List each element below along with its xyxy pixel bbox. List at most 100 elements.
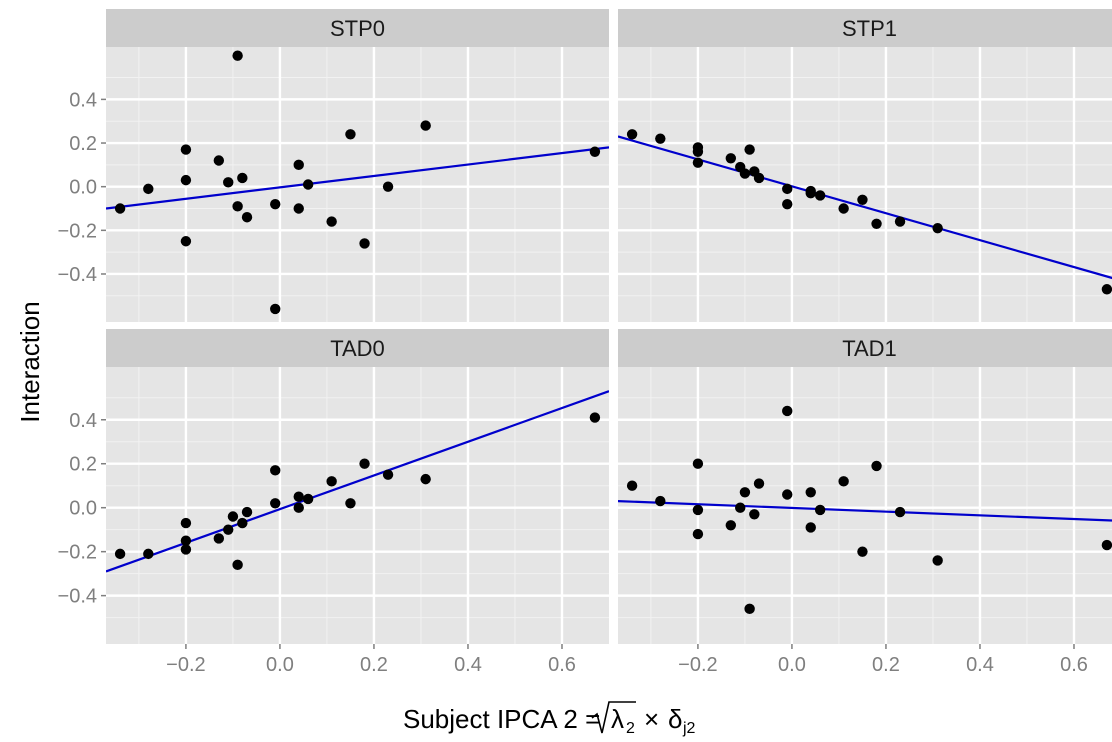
- data-point: [114, 203, 126, 214]
- panel-background-stp0: [106, 47, 609, 322]
- data-point: [805, 487, 816, 498]
- data-point: [894, 506, 906, 518]
- data-point: [227, 511, 239, 522]
- y-tick-label: 0.0: [69, 498, 97, 520]
- data-point: [180, 517, 192, 529]
- data-point: [744, 144, 755, 155]
- points-tad0: [114, 412, 601, 571]
- data-point: [180, 544, 192, 555]
- data-point: [270, 303, 281, 315]
- data-point: [293, 203, 304, 214]
- x-axis-label-prefix: Subject IPCA 2 =: [403, 704, 600, 734]
- data-point: [143, 548, 154, 560]
- data-point: [753, 478, 765, 489]
- strip-tad1: [618, 329, 1112, 367]
- data-point: [739, 487, 751, 498]
- data-point: [655, 133, 666, 144]
- data-point: [302, 493, 314, 505]
- fit-line-tad1: [618, 500, 1112, 522]
- data-point: [692, 157, 704, 168]
- data-point: [692, 528, 704, 540]
- data-point: [420, 473, 431, 485]
- panel-tad1: TAD1: [618, 329, 1112, 644]
- data-point: [838, 203, 849, 214]
- data-point: [293, 502, 304, 513]
- data-point: [270, 465, 281, 476]
- x-axis-label: Subject IPCA 2 = λ 2 × δ j2: [403, 701, 696, 737]
- data-point: [894, 216, 906, 227]
- data-point: [293, 159, 304, 171]
- data-point: [213, 155, 225, 166]
- x-tick-label: 0.0: [266, 654, 294, 676]
- data-point: [692, 504, 704, 516]
- points-stp0: [114, 50, 601, 315]
- data-point: [223, 177, 234, 188]
- data-point: [241, 506, 253, 518]
- strip-label-stp1: STP1: [842, 16, 897, 41]
- x-tick-label: 0.0: [778, 654, 806, 676]
- data-point: [270, 498, 281, 509]
- data-point: [692, 146, 704, 157]
- x-tick-label: 0.4: [966, 654, 994, 676]
- data-point: [382, 181, 394, 192]
- data-point: [232, 201, 243, 212]
- x-tick-label: 0.4: [454, 654, 482, 676]
- data-point: [857, 546, 868, 557]
- strip-label-stp0: STP0: [330, 16, 385, 41]
- x-tick-label: −0.2: [166, 654, 205, 676]
- panel-tad0: TAD0: [106, 329, 609, 644]
- data-point: [302, 179, 314, 190]
- data-point: [838, 476, 849, 487]
- data-point: [345, 129, 356, 140]
- y-tick-label: 0.4: [69, 410, 97, 432]
- strip-label-tad0: TAD0: [330, 336, 385, 361]
- data-point: [345, 498, 356, 509]
- x-axis-label-delta-sub: j2: [682, 720, 696, 737]
- svg-text:Subject IPCA 2 =: Subject IPCA 2 =: [403, 704, 600, 734]
- data-point: [805, 522, 816, 533]
- data-point: [420, 120, 431, 131]
- data-point: [749, 509, 760, 520]
- panel-stp1: STP1: [618, 9, 1112, 322]
- data-point: [589, 146, 601, 157]
- data-point: [326, 216, 337, 227]
- data-point: [626, 129, 638, 140]
- data-point: [223, 524, 234, 535]
- strip-tad0: [106, 329, 609, 367]
- data-point: [180, 144, 192, 155]
- panel-background-tad0: [106, 367, 609, 644]
- data-point: [232, 559, 243, 571]
- data-point: [114, 548, 126, 560]
- axes-layer: −0.4 −0.2 0.0 0.2 0.4 −0.4 −0.2 0.0 0.2 0.4 −0.2 0.…: [58, 89, 1088, 676]
- y-tick-label: −0.2: [58, 542, 97, 564]
- data-point: [871, 218, 882, 229]
- y-tick-label: 0.2: [69, 133, 97, 155]
- data-point: [293, 491, 304, 502]
- data-point: [725, 153, 737, 164]
- data-point: [814, 190, 826, 201]
- data-point: [626, 480, 638, 491]
- data-point: [270, 198, 281, 210]
- panel-background-tad1: [618, 367, 1112, 644]
- gridlines-stp1: [618, 47, 1112, 322]
- x-axis-label-lambda-sub: 2: [626, 720, 635, 737]
- data-point: [744, 603, 755, 615]
- strip-stp1: [618, 9, 1112, 47]
- data-point: [805, 185, 816, 197]
- data-point: [782, 183, 793, 195]
- data-point: [180, 535, 192, 546]
- fit-line-stp0: [106, 146, 609, 210]
- x-tick-label: 0.2: [872, 654, 900, 676]
- data-point: [739, 168, 751, 179]
- data-point: [232, 50, 243, 61]
- x-tick-label: 0.6: [1060, 654, 1088, 676]
- panel-background-stp1: [618, 47, 1112, 322]
- data-point: [359, 238, 370, 249]
- data-point: [735, 502, 746, 513]
- data-point: [180, 236, 192, 247]
- x-tick-label: 0.6: [548, 654, 576, 676]
- data-point: [725, 520, 737, 531]
- data-point: [814, 504, 826, 516]
- x-axis-label-delta: δ: [668, 704, 682, 734]
